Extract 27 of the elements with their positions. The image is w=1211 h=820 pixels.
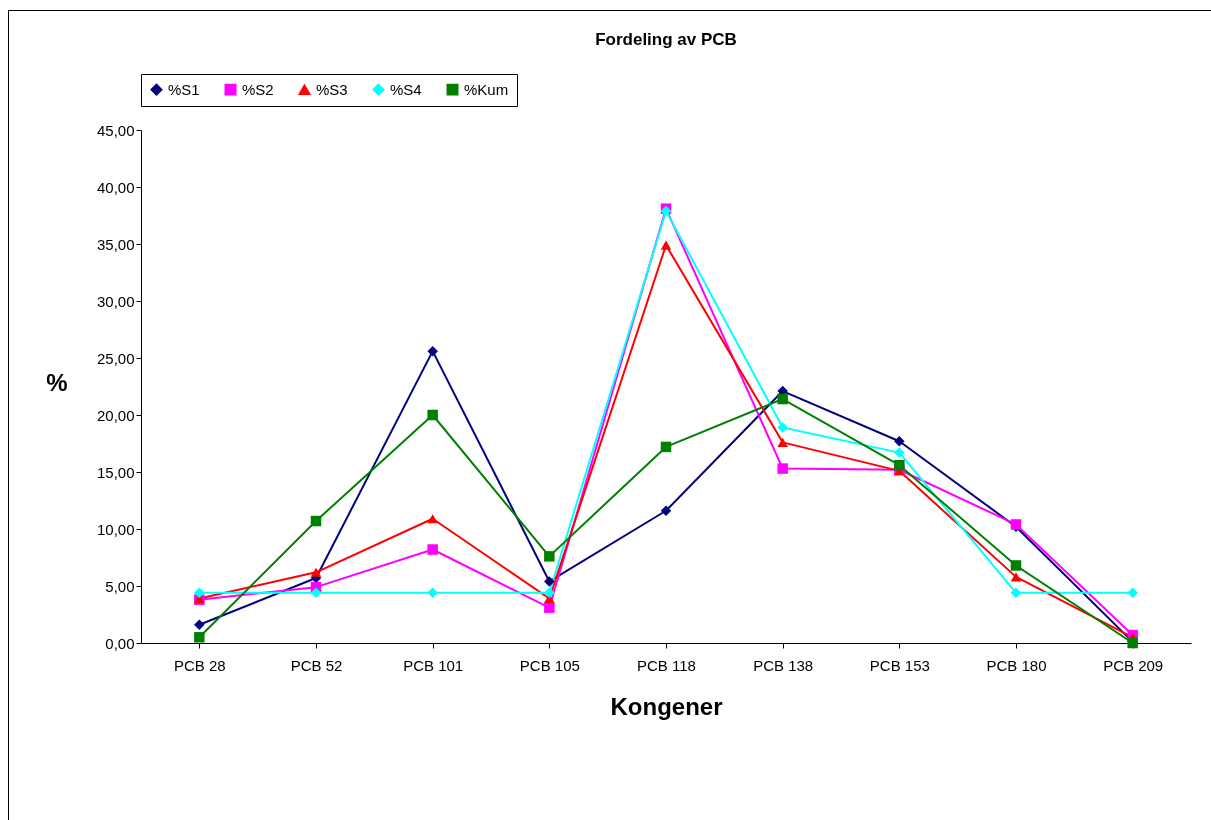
x-tick-label: PCB 105 xyxy=(519,656,580,674)
x-tick-label: PCB 153 xyxy=(869,656,930,674)
y-axis-title: % xyxy=(46,368,68,396)
y-tick-label: 45,00 xyxy=(96,121,135,139)
y-tick-label: 30,00 xyxy=(96,292,135,310)
x-tick-label: PCB 101 xyxy=(403,656,464,674)
y-tick-label: 15,00 xyxy=(96,463,135,481)
legend-label: %S2 xyxy=(242,80,274,98)
y-tick-label: 10,00 xyxy=(96,520,135,538)
y-tick-label: 0,00 xyxy=(105,634,135,652)
x-axis-title: Kongener xyxy=(610,692,723,720)
x-tick-label: PCB 52 xyxy=(290,656,343,674)
legend-label: %S3 xyxy=(316,80,348,98)
x-tick-label: PCB 180 xyxy=(986,656,1047,674)
y-tick-label: 35,00 xyxy=(96,235,135,253)
y-tick-label: 25,00 xyxy=(96,349,135,367)
chart-title: Fordeling av PCB xyxy=(595,29,737,49)
legend-label: %S1 xyxy=(168,80,200,98)
legend-label: %S4 xyxy=(390,80,422,98)
legend-label: %Kum xyxy=(464,80,509,98)
x-tick-label: PCB 138 xyxy=(753,656,814,674)
x-tick-label: PCB 209 xyxy=(1103,656,1164,674)
x-tick-label: PCB 118 xyxy=(637,656,696,674)
y-tick-label: 5,00 xyxy=(105,577,135,595)
y-tick-label: 40,00 xyxy=(96,178,135,196)
x-tick-label: PCB 28 xyxy=(173,656,226,674)
y-tick-label: 20,00 xyxy=(96,406,135,424)
